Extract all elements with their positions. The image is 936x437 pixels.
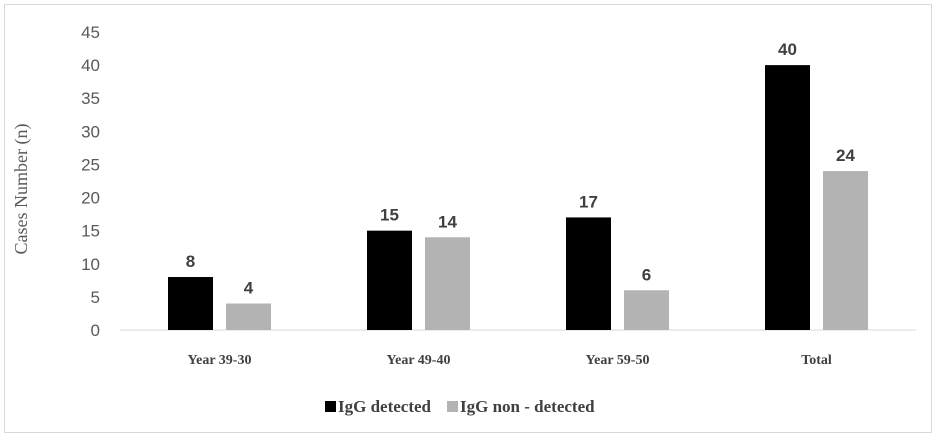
data-label: 17 bbox=[579, 192, 598, 211]
bar-igg-detected bbox=[765, 65, 810, 330]
x-tick-label: Year 39-30 bbox=[188, 353, 252, 368]
bar-igg-detected bbox=[168, 277, 213, 330]
category-labels: Year 39-30 Year 49-40 Year 59-50 Total bbox=[188, 353, 832, 368]
y-tick-label: 45 bbox=[81, 23, 100, 42]
x-tick-label: Total bbox=[801, 353, 832, 368]
y-tick-label: 35 bbox=[81, 89, 100, 108]
data-label: 40 bbox=[778, 40, 797, 59]
y-tick-label: 5 bbox=[91, 288, 100, 307]
legend: IgG detected IgG non - detected bbox=[325, 397, 595, 416]
data-label: 8 bbox=[186, 252, 195, 271]
legend-label-igg-non-detected: IgG non - detected bbox=[460, 397, 595, 416]
y-tick-label: 0 bbox=[91, 321, 100, 340]
bar-igg-non-detected bbox=[226, 303, 271, 330]
bar-igg-detected bbox=[367, 230, 412, 330]
x-tick-label: Year 59-50 bbox=[586, 353, 650, 368]
legend-label-igg-detected: IgG detected bbox=[338, 397, 432, 416]
y-axis-title: Cases Number (n) bbox=[11, 124, 32, 255]
x-tick-label: Year 49-40 bbox=[387, 353, 451, 368]
data-label: 6 bbox=[642, 265, 651, 284]
y-tick-label: 25 bbox=[81, 155, 100, 174]
data-label: 24 bbox=[836, 146, 855, 165]
y-tick-label: 15 bbox=[81, 222, 100, 241]
bar-igg-non-detected bbox=[425, 237, 470, 330]
y-axis-ticks: 0 5 10 15 20 25 30 35 40 45 bbox=[81, 23, 100, 340]
bar-igg-non-detected bbox=[624, 290, 669, 330]
bar-igg-detected bbox=[566, 217, 611, 330]
legend-swatch-igg-detected bbox=[325, 401, 336, 412]
y-tick-label: 20 bbox=[81, 189, 100, 208]
data-label: 14 bbox=[438, 212, 457, 231]
bar-igg-non-detected bbox=[823, 171, 868, 330]
bars: 8 4 15 14 17 6 40 24 bbox=[168, 40, 868, 330]
legend-swatch-igg-non-detected bbox=[447, 401, 459, 412]
y-tick-label: 30 bbox=[81, 122, 100, 141]
data-label: 15 bbox=[380, 206, 399, 225]
data-label: 4 bbox=[244, 279, 254, 298]
y-tick-label: 40 bbox=[81, 56, 100, 75]
y-tick-label: 10 bbox=[81, 255, 100, 274]
